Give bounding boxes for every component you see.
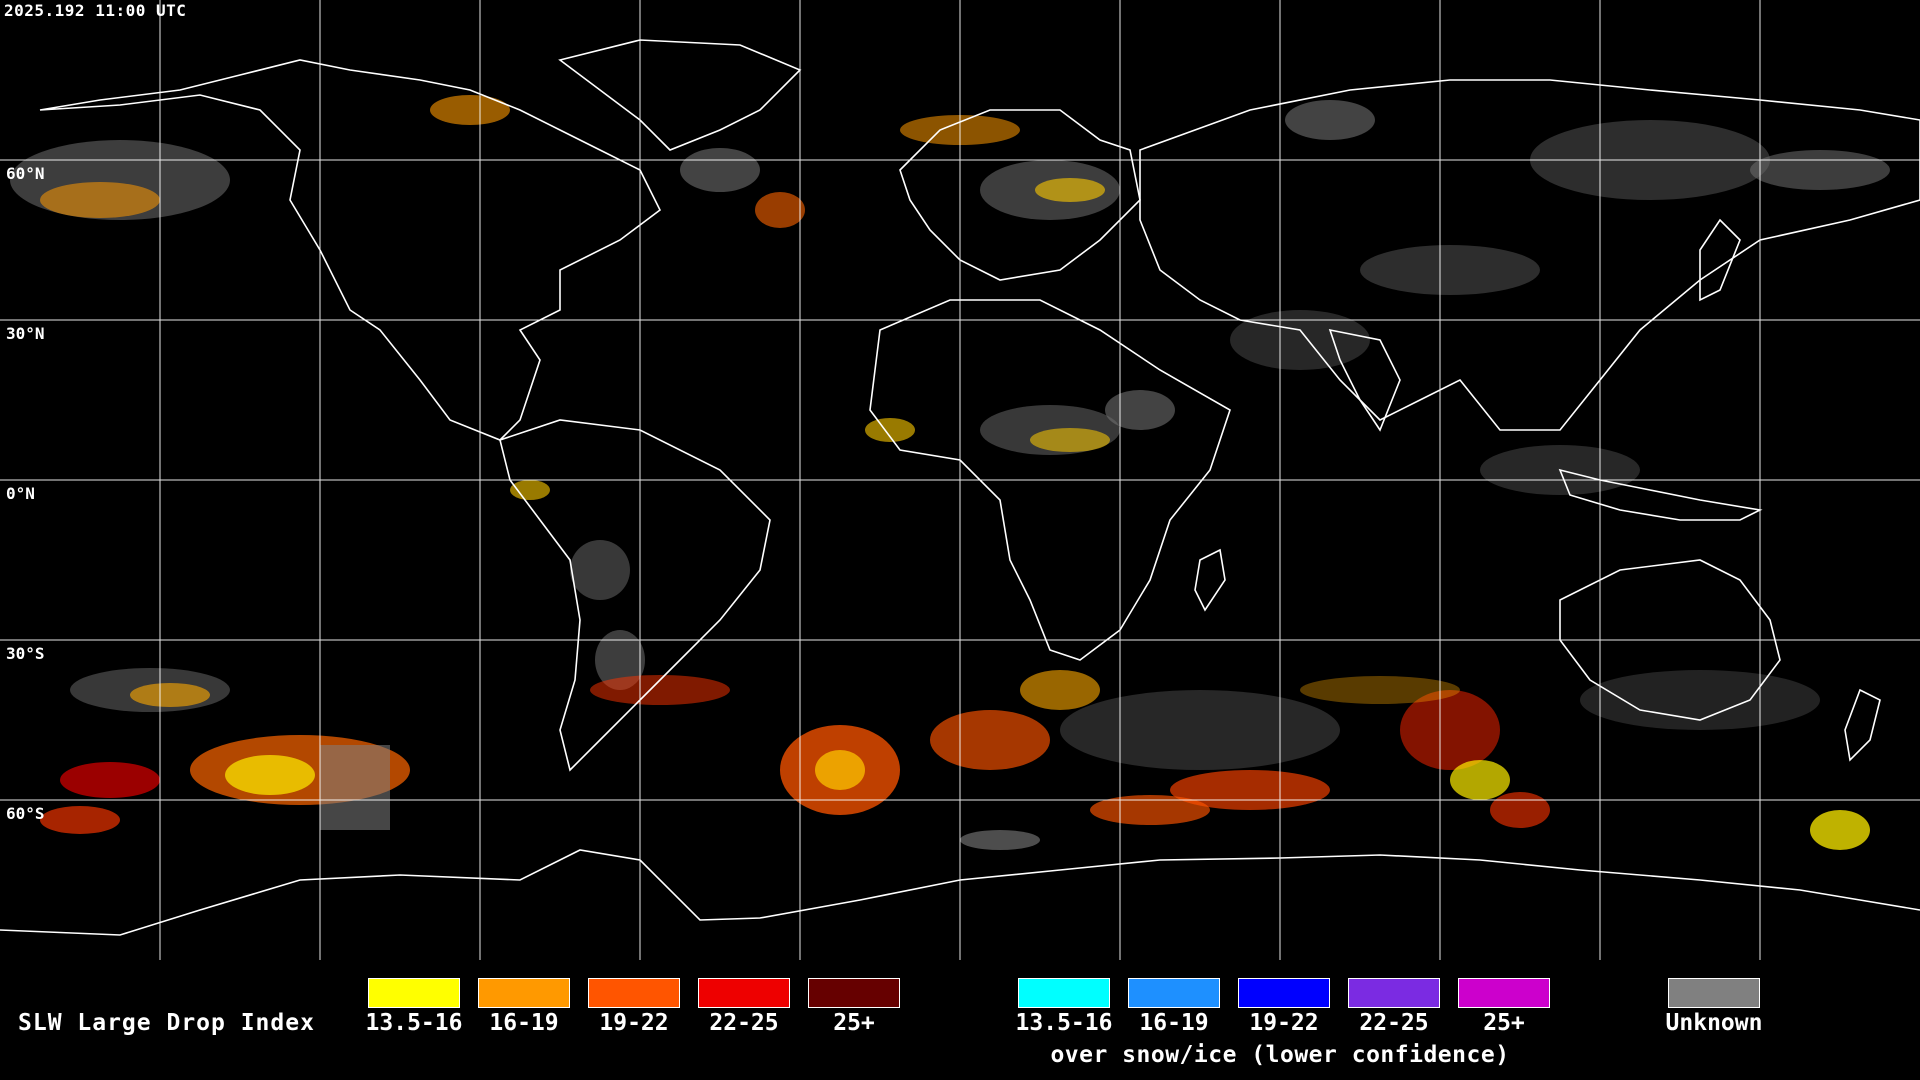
swatch-snow-2 [1128,978,1220,1008]
timestamp: 2025.192 11:00 UTC [4,1,187,20]
swatch-normal-2-label: 16-19 [489,1010,559,1036]
swatch-normal-5 [808,978,900,1008]
swatch-unknown-label: Unknown [1665,1010,1763,1036]
graticule [0,0,1920,960]
swatch-normal-4 [698,978,790,1008]
swatch-snow-5-label: 25+ [1483,1010,1525,1036]
swatch-normal-3-label: 19-22 [599,1010,669,1036]
swatch-snow-1 [1018,978,1110,1008]
lat-label-0n: 0°N [6,484,35,503]
swatch-normal-3 [588,978,680,1008]
legend-title: SLW Large Drop Index [18,1010,315,1036]
swatch-normal-1-label: 13.5-16 [365,1010,463,1036]
swatch-snow-4-label: 22-25 [1359,1010,1429,1036]
swatch-normal-2 [478,978,570,1008]
lat-label-30s: 30°S [6,644,45,663]
swatch-normal-5-label: 25+ [833,1010,875,1036]
lat-label-30n: 30°N [6,324,45,343]
snow-ice-note: over snow/ice (lower confidence) [1050,1042,1510,1068]
legend [0,960,1920,1080]
coastlines [0,39,1920,936]
swatch-snow-3 [1238,978,1330,1008]
swatch-snow-3-label: 19-22 [1249,1010,1319,1036]
swatch-unknown [1668,978,1760,1008]
swatch-snow-2-label: 16-19 [1139,1010,1209,1036]
lat-label-60n: 60°N [6,164,45,183]
lat-label-60s: 60°S [6,804,45,823]
world-map [0,0,1920,960]
swatch-normal-4-label: 22-25 [709,1010,779,1036]
swatch-snow-1-label: 13.5-16 [1015,1010,1113,1036]
swatch-snow-4 [1348,978,1440,1008]
swatch-normal-1 [368,978,460,1008]
swatch-snow-5 [1458,978,1550,1008]
